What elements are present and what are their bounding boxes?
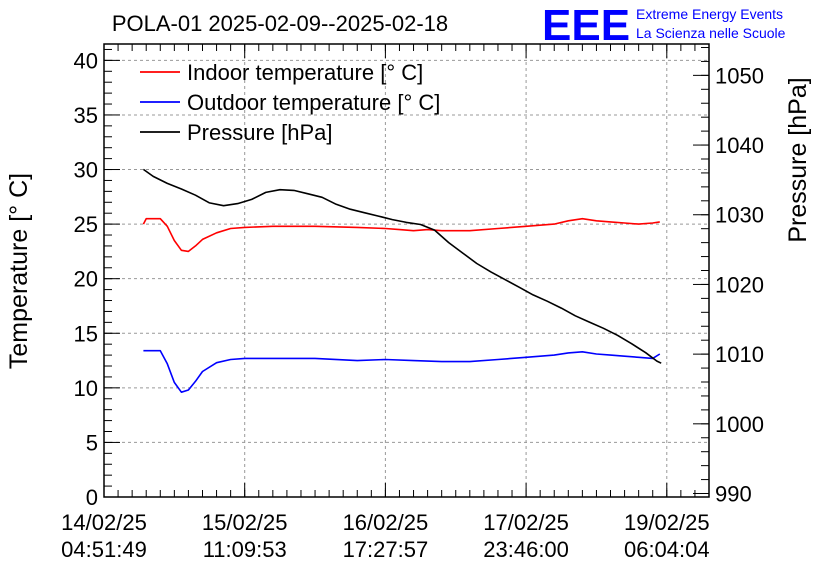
y-tick-label: 35 xyxy=(74,103,98,128)
y2-tick-label: 990 xyxy=(715,482,752,507)
x-tick-label-date: 14/02/25 xyxy=(61,510,147,535)
x-tick-label-date: 16/02/25 xyxy=(343,510,429,535)
eee-logo-text: EEE xyxy=(542,1,630,50)
y2-axis-title: Pressure [hPa] xyxy=(784,77,812,242)
series-line xyxy=(142,168,662,364)
y-tick-label: 40 xyxy=(74,48,98,73)
y2-tick-label: 1020 xyxy=(715,272,764,297)
y-tick-label: 30 xyxy=(74,158,98,183)
legend-label: Outdoor temperature [° C] xyxy=(187,90,440,115)
legend-label: Indoor temperature [° C] xyxy=(187,60,423,85)
y-axis-title: Temperature [° C] xyxy=(5,173,33,369)
legend-label: Pressure [hPa] xyxy=(187,120,333,145)
axis-ticks xyxy=(103,44,710,498)
series-line xyxy=(143,349,661,394)
y-tick-label: 10 xyxy=(74,376,98,401)
y-tick-label: 15 xyxy=(74,321,98,346)
eee-logo-line2: La Scienza nelle Scuole xyxy=(636,25,786,41)
y-tick-label: 25 xyxy=(74,212,98,237)
x-tick-label-date: 15/02/25 xyxy=(202,510,288,535)
y2-tick-label: 1010 xyxy=(715,342,764,367)
eee-logo: EEE Extreme Energy Events La Scienza nel… xyxy=(542,1,786,50)
eee-logo-line1: Extreme Energy Events xyxy=(636,6,783,22)
x-tick-label-date: 19/02/25 xyxy=(624,510,710,535)
x-tick-label-date: 17/02/25 xyxy=(483,510,569,535)
legend: Indoor temperature [° C] Outdoor temperat… xyxy=(140,60,440,145)
grid-lines xyxy=(103,44,709,497)
x-tick-label-time: 06:04:04 xyxy=(624,537,710,562)
x-tick-label-time: 11:09:53 xyxy=(203,537,287,562)
y2-tick-label: 1030 xyxy=(715,203,764,228)
y2-tick-label: 1040 xyxy=(715,133,764,158)
y-tick-label: 20 xyxy=(74,267,98,292)
y-tick-label: 5 xyxy=(86,430,98,455)
x-tick-label-time: 04:51:49 xyxy=(61,537,147,562)
x-tick-label-time: 23:46:00 xyxy=(483,537,569,562)
y2-tick-label: 1000 xyxy=(715,412,764,437)
series-layer xyxy=(142,168,662,394)
series-line xyxy=(142,217,660,253)
y-tick-label: 0 xyxy=(86,485,98,510)
x-tick-label-time: 17:27:57 xyxy=(343,537,429,562)
y2-tick-label: 1050 xyxy=(715,63,764,88)
chart-title: POLA-01 2025-02-09--2025-02-18 xyxy=(112,11,448,36)
